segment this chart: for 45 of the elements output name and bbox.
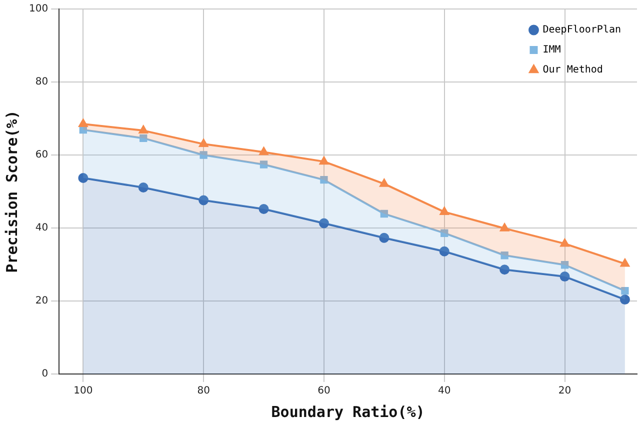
point xyxy=(440,229,448,237)
point xyxy=(138,182,148,192)
point xyxy=(621,286,629,295)
x-tick-label: 80 xyxy=(197,386,210,397)
y-tick-label: 40 xyxy=(35,222,48,234)
point xyxy=(260,160,268,168)
y-axis-title: Precision Score(%) xyxy=(2,110,21,273)
point xyxy=(440,206,449,215)
y-tick-label: 60 xyxy=(35,150,48,161)
point xyxy=(500,223,510,232)
x-tick-label: 60 xyxy=(318,386,330,397)
point xyxy=(318,218,329,228)
legend-label: Our Method xyxy=(542,64,603,76)
y-tick-label: 20 xyxy=(35,296,48,307)
y-tick-label: 100 xyxy=(28,4,48,15)
point xyxy=(500,252,508,260)
x-tick-label: 40 xyxy=(438,386,451,397)
point xyxy=(560,238,570,247)
point xyxy=(198,195,209,206)
x-tick-label: 20 xyxy=(558,386,572,397)
legend-label: DeepFloorPlan xyxy=(542,24,622,36)
point xyxy=(258,204,269,214)
point xyxy=(620,258,630,267)
point xyxy=(380,210,388,218)
point xyxy=(320,156,328,165)
point xyxy=(380,178,389,187)
point xyxy=(138,126,148,134)
point xyxy=(199,139,208,148)
x-tick-label: 100 xyxy=(74,386,93,397)
point xyxy=(320,176,328,184)
legend-label: IMM xyxy=(542,44,561,56)
y-tick-label: 80 xyxy=(35,76,48,88)
point xyxy=(140,134,148,142)
y-tick-label: 0 xyxy=(42,368,48,380)
point xyxy=(259,147,268,156)
point xyxy=(78,118,88,127)
point xyxy=(78,172,88,183)
point xyxy=(500,264,510,275)
point xyxy=(379,232,390,243)
point xyxy=(560,261,569,269)
x-axis-title: Boundary Ratio(%) xyxy=(271,402,425,421)
point xyxy=(200,151,208,159)
point xyxy=(439,246,450,256)
point xyxy=(560,272,570,282)
point xyxy=(620,294,630,305)
